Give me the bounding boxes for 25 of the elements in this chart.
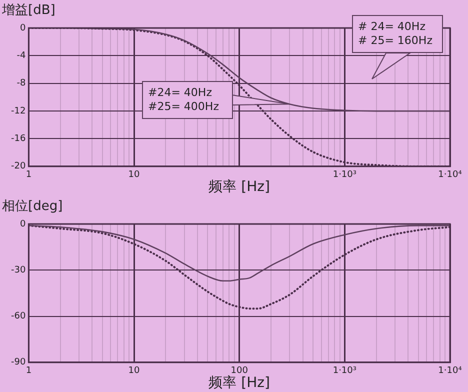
y-tick-label: 0	[20, 23, 26, 34]
y-tick-label: -30	[10, 265, 26, 276]
y-tick-label: -20	[10, 162, 26, 172]
x-tick-label: 1	[26, 170, 32, 180]
y-tick-label: 0	[20, 219, 26, 230]
x-tick-label: 1·10³	[332, 366, 357, 376]
x-tick-label: 100	[230, 366, 248, 376]
x-axis-title: 频率 [Hz]	[208, 375, 270, 392]
x-tick-label: 10	[128, 170, 140, 180]
y-tick-label: -12	[10, 106, 26, 116]
y-tick-label: -90	[10, 358, 26, 368]
y-tick-label: -16	[10, 134, 26, 144]
x-axis-title: 频率 [Hz]	[208, 179, 270, 196]
y-tick-label: -4	[16, 51, 26, 62]
y-tick-label: -8	[16, 78, 26, 89]
y-axis-title: 相位[deg]	[2, 198, 63, 214]
y-tick-label: -60	[10, 312, 26, 322]
annotation: # 24= 40Hz # 25= 160Hz	[352, 15, 443, 53]
x-tick-label: 1·10⁴	[438, 366, 462, 376]
x-tick-label: 10	[128, 366, 140, 376]
x-tick-label: 1·10⁴	[438, 170, 462, 180]
x-tick-label: 1·10³	[332, 170, 357, 180]
annotation: #24= 40Hz #25= 400Hz	[142, 81, 233, 119]
x-tick-label: 1	[26, 366, 32, 376]
y-axis-title: 增益[dB]	[1, 2, 56, 18]
